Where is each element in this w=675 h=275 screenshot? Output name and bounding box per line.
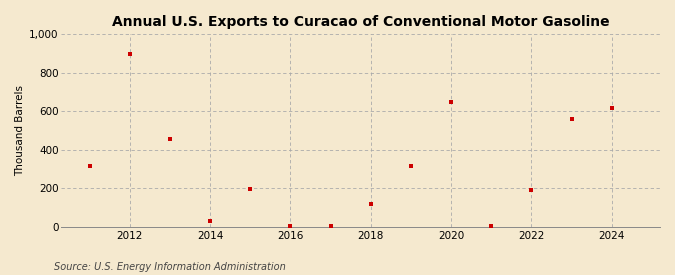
Point: [365, 202, 376, 207]
Point: [124, 51, 135, 56]
Point: [486, 223, 497, 228]
Point: [606, 106, 617, 111]
Point: [566, 117, 577, 121]
Point: [245, 187, 256, 191]
Point: [406, 164, 416, 168]
Point: [205, 219, 215, 223]
Point: [526, 188, 537, 192]
Point: [446, 100, 456, 104]
Point: [285, 224, 296, 229]
Title: Annual U.S. Exports to Curacao of Conventional Motor Gasoline: Annual U.S. Exports to Curacao of Conven…: [112, 15, 610, 29]
Text: Source: U.S. Energy Information Administration: Source: U.S. Energy Information Administ…: [54, 262, 286, 272]
Point: [84, 164, 95, 168]
Y-axis label: Thousand Barrels: Thousand Barrels: [15, 85, 25, 176]
Point: [165, 137, 176, 141]
Point: [325, 223, 336, 228]
